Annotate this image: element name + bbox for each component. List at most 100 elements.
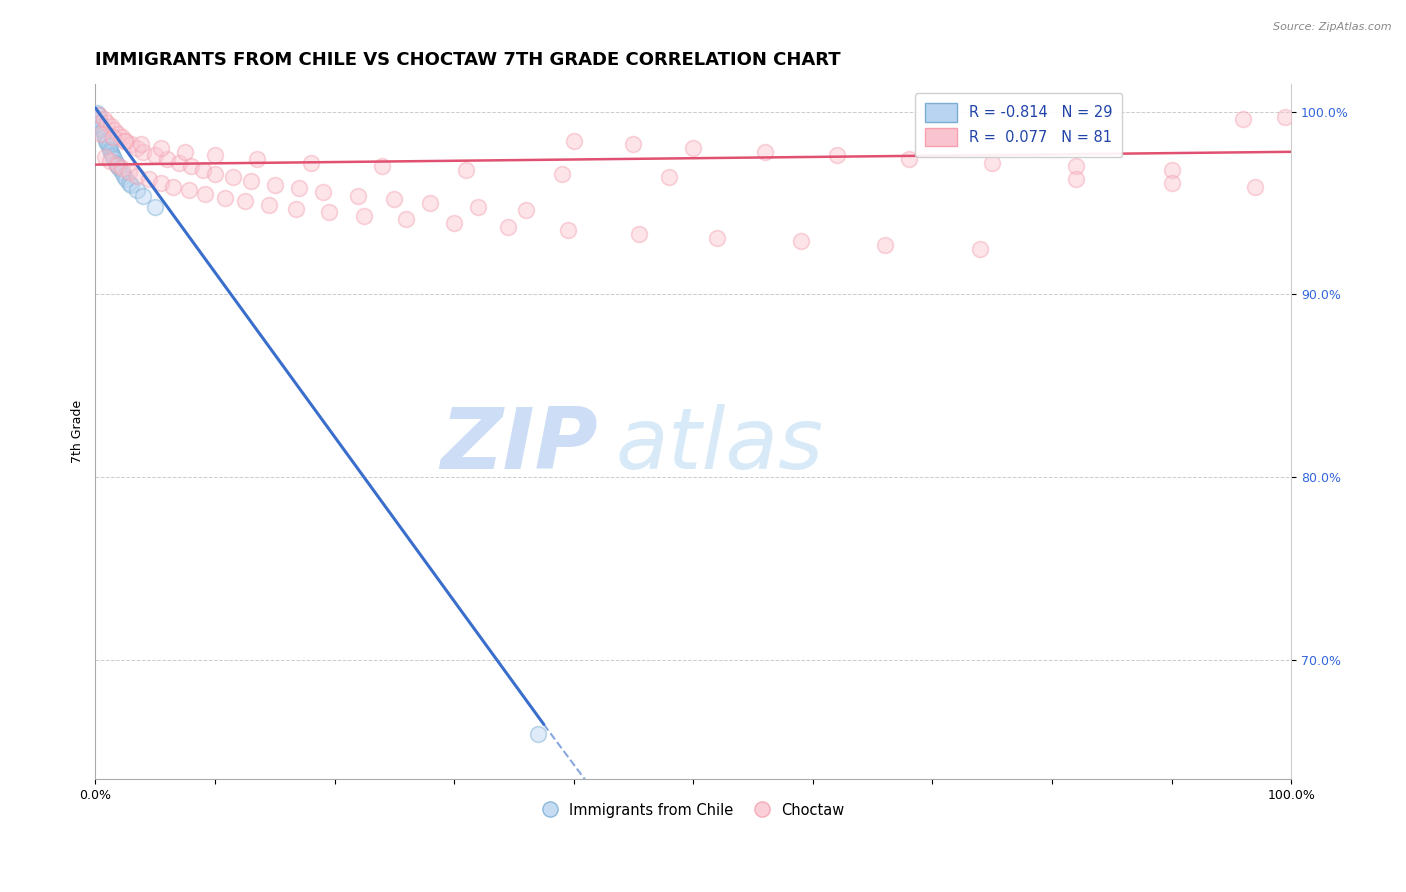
Point	[132, 188, 155, 202]
Point	[94, 134, 117, 148]
Point	[496, 219, 519, 234]
Text: ZIP: ZIP	[440, 404, 598, 487]
Point	[246, 152, 269, 166]
Point	[167, 155, 190, 169]
Point	[180, 160, 202, 174]
Point	[138, 172, 160, 186]
Point	[263, 178, 285, 192]
Point	[204, 167, 226, 181]
Point	[94, 150, 117, 164]
Point	[287, 181, 309, 195]
Point	[682, 141, 704, 155]
Point	[156, 152, 179, 166]
Point	[100, 145, 122, 159]
Point	[299, 155, 322, 169]
Text: IMMIGRANTS FROM CHILE VS CHOCTAW 7TH GRADE CORRELATION CHART: IMMIGRANTS FROM CHILE VS CHOCTAW 7TH GRA…	[96, 51, 841, 69]
Point	[150, 141, 173, 155]
Point	[1160, 163, 1182, 178]
Point	[233, 194, 256, 209]
Point	[87, 112, 110, 126]
Point	[562, 134, 585, 148]
Point	[127, 141, 149, 155]
Point	[114, 134, 136, 148]
Point	[96, 136, 118, 150]
Point	[96, 115, 118, 129]
Point	[118, 165, 141, 179]
Point	[111, 161, 134, 176]
Point	[177, 183, 200, 197]
Point	[443, 216, 465, 230]
Point	[114, 134, 136, 148]
Point	[395, 212, 418, 227]
Point	[162, 179, 184, 194]
Point	[825, 148, 848, 162]
Point	[129, 137, 152, 152]
Point	[382, 193, 405, 207]
Point	[103, 150, 125, 164]
Point	[174, 145, 197, 159]
Point	[371, 160, 394, 174]
Point	[101, 148, 124, 162]
Point	[1232, 112, 1254, 126]
Point	[1064, 160, 1087, 174]
Point	[86, 106, 108, 120]
Text: atlas: atlas	[616, 404, 824, 487]
Point	[143, 200, 166, 214]
Point	[98, 153, 121, 168]
Point	[104, 155, 127, 169]
Point	[107, 160, 129, 174]
Point	[87, 108, 110, 122]
Point	[132, 145, 155, 159]
Point	[285, 202, 308, 216]
Point	[658, 170, 681, 185]
Point	[318, 205, 340, 219]
Point	[204, 148, 226, 162]
Point	[551, 167, 574, 181]
Point	[191, 163, 214, 178]
Point	[897, 152, 920, 166]
Point	[108, 161, 131, 176]
Point	[527, 726, 550, 740]
Y-axis label: 7th Grade: 7th Grade	[72, 401, 84, 463]
Point	[103, 152, 125, 166]
Point	[467, 200, 489, 214]
Point	[1274, 110, 1296, 124]
Point	[100, 119, 122, 133]
Point	[89, 115, 111, 129]
Legend: Immigrants from Chile, Choctaw: Immigrants from Chile, Choctaw	[537, 797, 851, 824]
Point	[790, 235, 813, 249]
Point	[93, 127, 115, 141]
Point	[454, 163, 477, 178]
Point	[150, 176, 173, 190]
Point	[214, 190, 236, 204]
Point	[127, 183, 149, 197]
Text: Source: ZipAtlas.com: Source: ZipAtlas.com	[1274, 22, 1392, 32]
Point	[115, 172, 138, 186]
Point	[1064, 172, 1087, 186]
Point	[257, 198, 280, 212]
Point	[557, 223, 579, 237]
Point	[239, 174, 262, 188]
Point	[120, 137, 142, 152]
Point	[111, 130, 134, 145]
Point	[347, 188, 370, 202]
Point	[419, 196, 441, 211]
Point	[105, 158, 128, 172]
Point	[103, 130, 125, 145]
Point	[194, 186, 217, 201]
Point	[981, 155, 1004, 169]
Point	[120, 178, 142, 192]
Point	[628, 227, 651, 241]
Point	[754, 145, 776, 159]
Point	[90, 119, 112, 133]
Point	[105, 158, 128, 172]
Point	[93, 112, 115, 126]
Point	[353, 209, 375, 223]
Point	[112, 169, 135, 183]
Point	[623, 137, 645, 152]
Point	[97, 139, 120, 153]
Point	[87, 108, 110, 122]
Point	[515, 203, 537, 218]
Point	[94, 130, 117, 145]
Point	[111, 165, 134, 179]
